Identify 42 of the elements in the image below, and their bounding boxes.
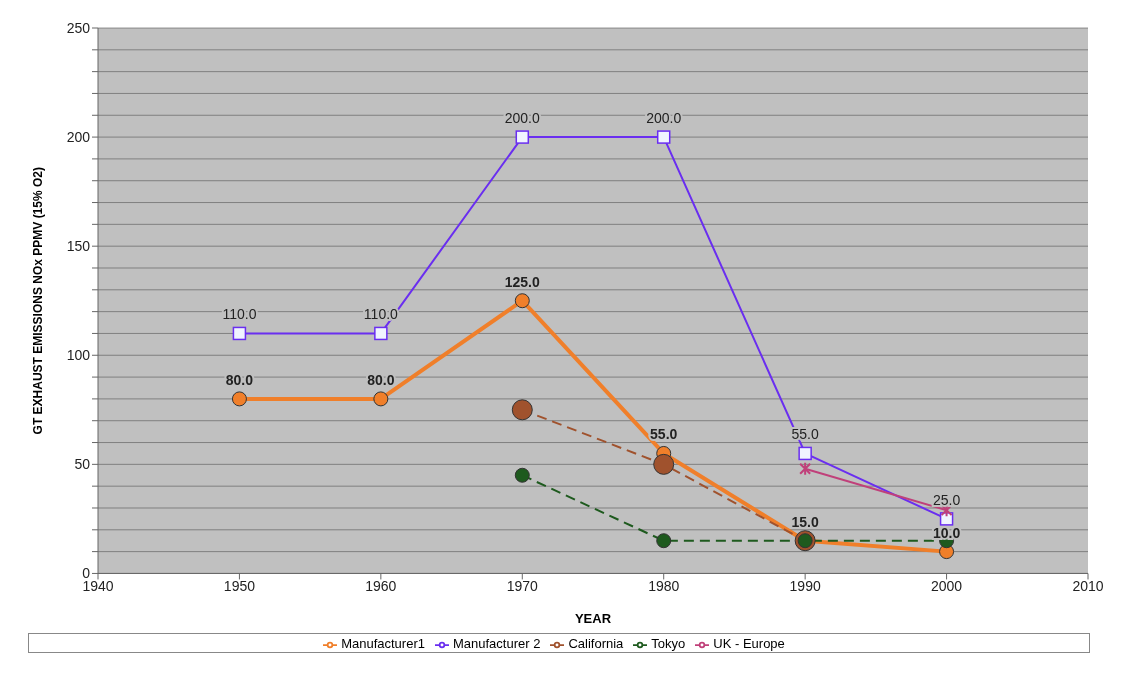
legend-label: Manufacturer 2 — [452, 636, 541, 652]
legend-label: UK - Europe — [713, 636, 785, 652]
legend-label: Tokyo — [651, 636, 686, 652]
point — [656, 533, 672, 549]
y-tick-label: 150 — [66, 238, 91, 255]
legend-label: Manufacturer1 — [341, 636, 425, 652]
legend-label: California — [568, 636, 624, 652]
point — [799, 461, 812, 476]
point — [514, 467, 530, 483]
x-tick-label: 2000 — [930, 578, 963, 595]
data-label: 25.0 — [932, 491, 961, 508]
data-label: 55.0 — [650, 426, 678, 443]
point — [514, 293, 530, 309]
point — [373, 391, 389, 407]
x-axis-title: YEAR — [574, 611, 612, 627]
x-tick-label: 1950 — [223, 578, 256, 595]
point — [511, 399, 533, 421]
point — [653, 453, 675, 475]
y-tick-label: 250 — [66, 19, 91, 36]
point — [515, 130, 530, 144]
data-label: 10.0 — [932, 524, 961, 541]
data-label: 110.0 — [222, 306, 257, 323]
data-label: 200.0 — [646, 110, 682, 127]
point — [374, 326, 388, 341]
data-label: 80.0 — [225, 371, 254, 388]
y-tick-label: 100 — [66, 347, 91, 364]
data-label: 125.0 — [504, 273, 541, 290]
x-tick-label: 1980 — [648, 578, 680, 595]
y-tick-label: 200 — [66, 129, 91, 146]
x-tick-label: 1970 — [506, 578, 539, 595]
data-label: 200.0 — [504, 110, 541, 127]
y-axis-title: GT EXHAUST EMISSIONS NOx PPMV (15% O2) — [31, 167, 46, 435]
x-tick-label: 1960 — [365, 578, 397, 595]
point — [231, 391, 247, 407]
x-tick-label: 2010 — [1072, 578, 1104, 595]
point — [798, 446, 812, 461]
data-label: 80.0 — [367, 371, 395, 388]
data-label: 15.0 — [791, 513, 819, 530]
point — [656, 130, 671, 144]
x-tick-label: 1990 — [789, 578, 821, 595]
point — [232, 326, 247, 341]
y-tick-label: 50 — [74, 456, 91, 473]
